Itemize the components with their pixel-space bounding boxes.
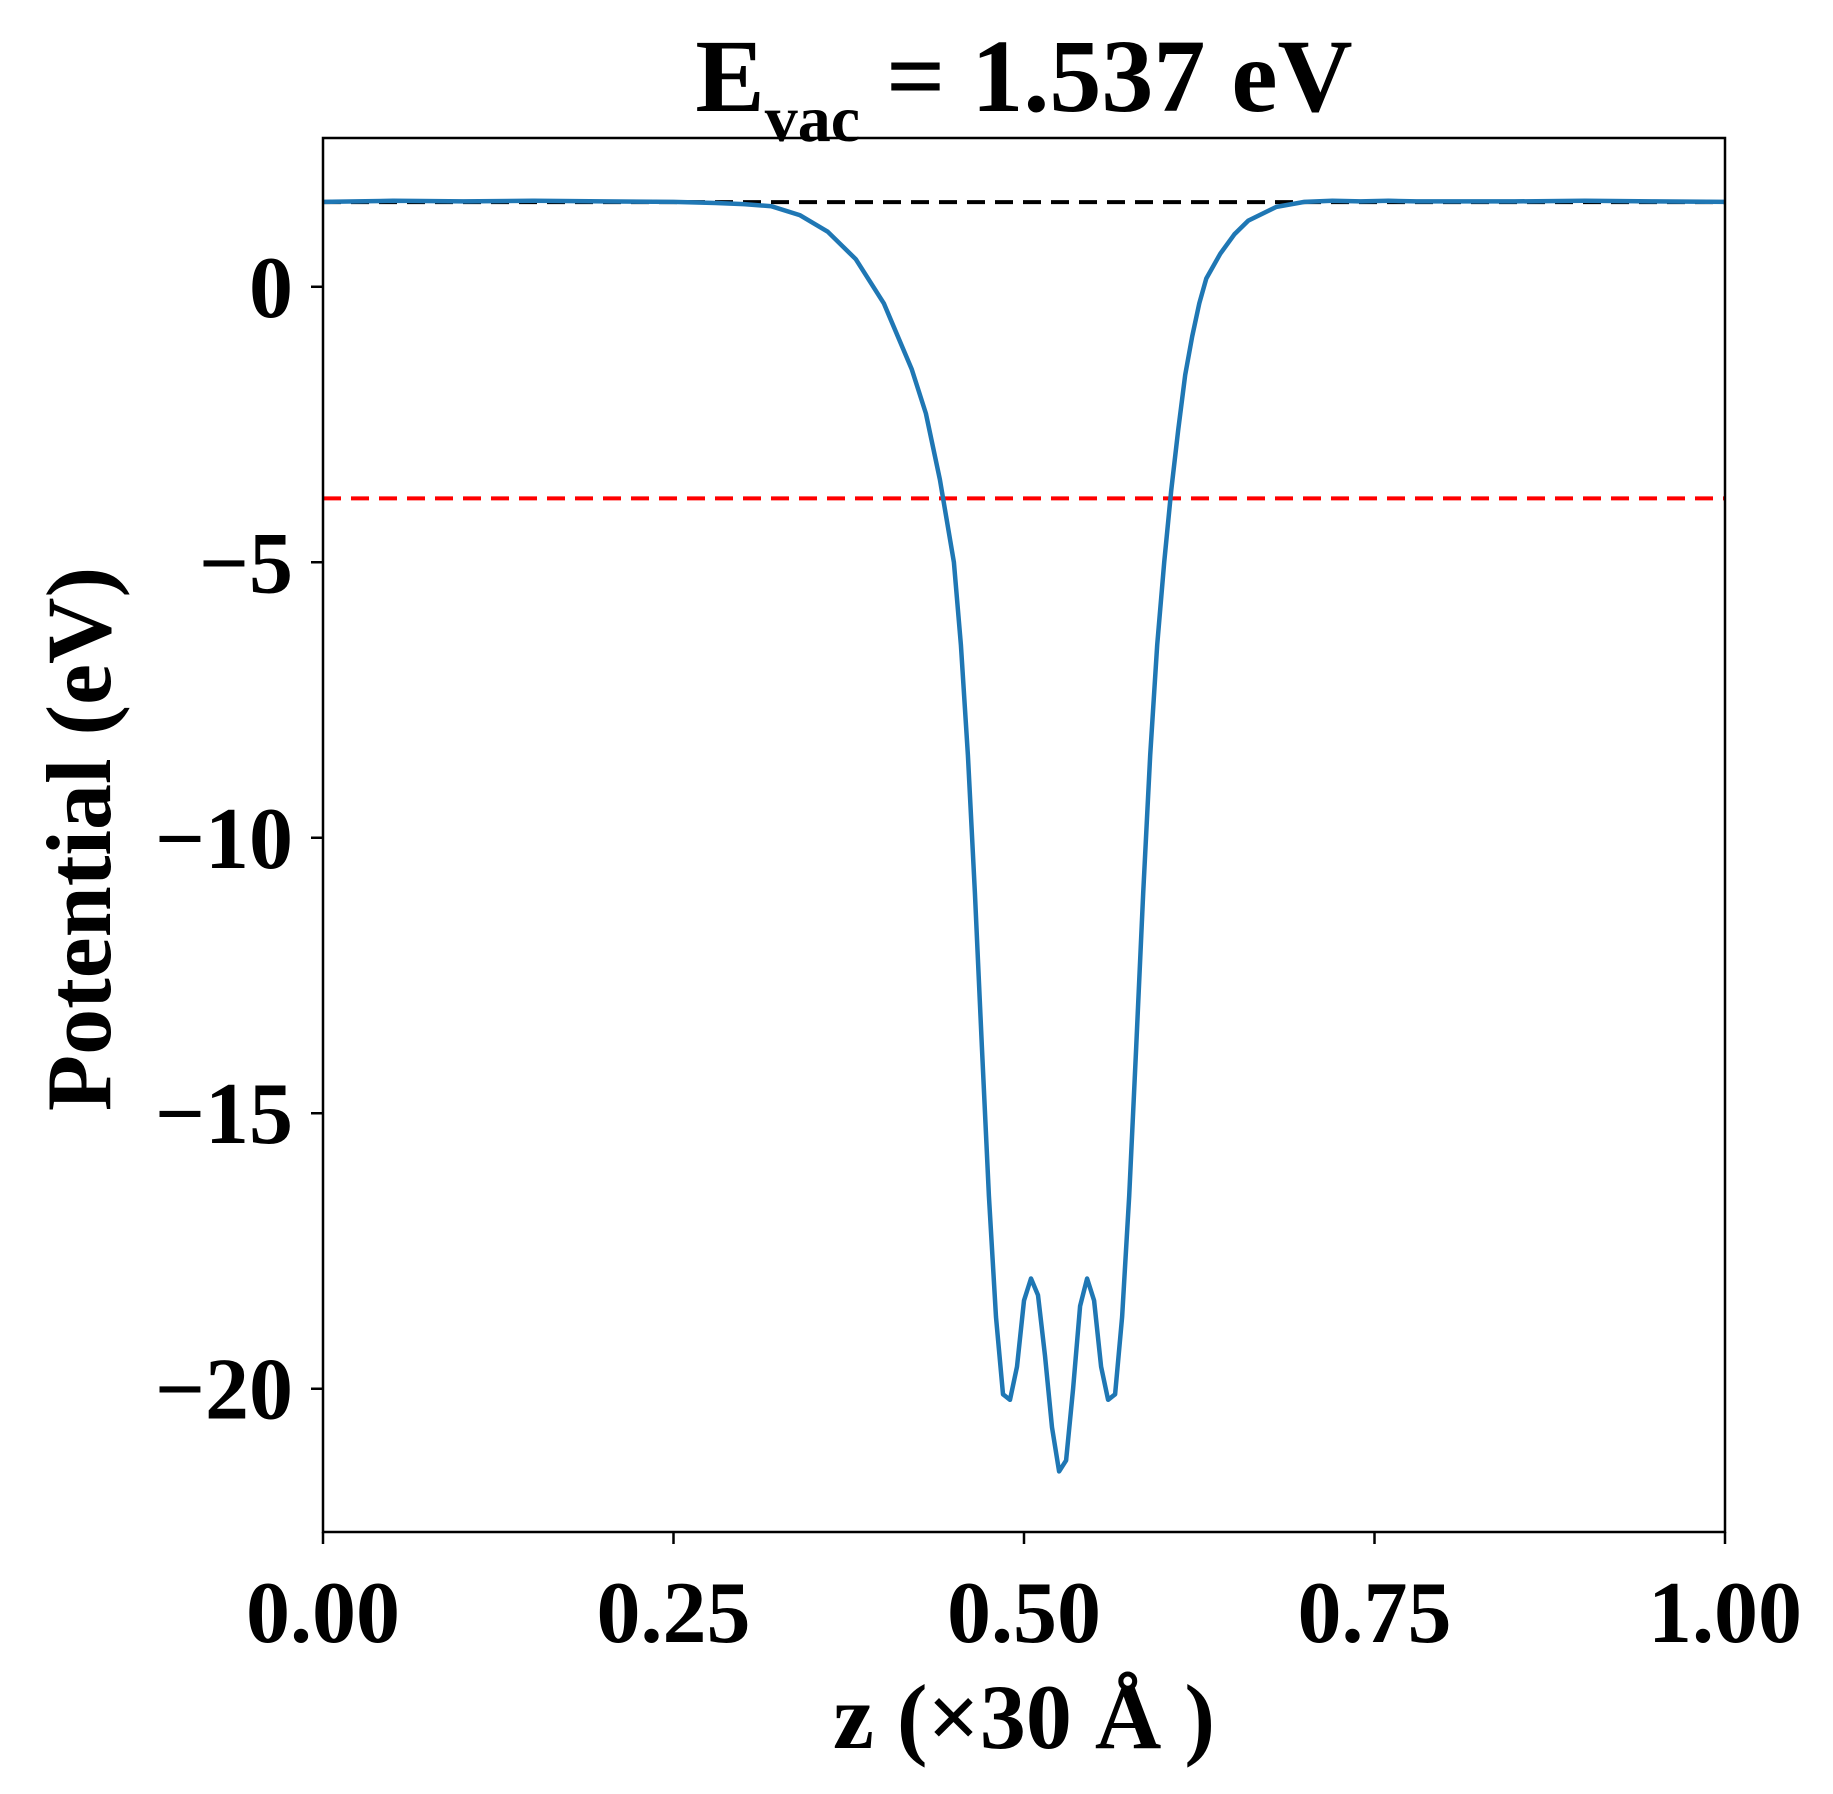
x-tick-label: 0.75 bbox=[1298, 1565, 1452, 1662]
series-line-0 bbox=[323, 198, 1725, 1474]
ticks: 0.00 0.25 0.50 0.75 1.00 0 −5 −10 −15 −20 bbox=[155, 240, 1802, 1662]
y-tick-label: −20 bbox=[155, 1342, 293, 1439]
y-tick-label: −10 bbox=[155, 791, 293, 888]
y-tick-label: −15 bbox=[155, 1066, 293, 1163]
title-rest-text: = 1.537 eV bbox=[860, 19, 1353, 134]
y-tick-label: −5 bbox=[199, 515, 293, 612]
x-tick-label: 0.25 bbox=[597, 1565, 751, 1662]
x-axis-title: z (×30 Å ) bbox=[833, 1666, 1215, 1768]
x-tick-label: 1.00 bbox=[1648, 1565, 1802, 1662]
chart-title: Evac = 1.537 eV bbox=[695, 19, 1352, 156]
title-subscript-text: vac bbox=[765, 83, 860, 156]
axes bbox=[321, 136, 1727, 1534]
plot-inner bbox=[323, 198, 1725, 1474]
x-tick-label: 0.50 bbox=[947, 1565, 1101, 1662]
plot-area bbox=[323, 198, 1725, 1474]
plot-frame bbox=[321, 136, 1727, 1534]
x-tick-label: 0.00 bbox=[246, 1565, 400, 1662]
y-tick-label: 0 bbox=[249, 240, 293, 337]
y-axis-title: Potential (eV) bbox=[28, 567, 130, 1111]
title-main-text: E bbox=[695, 19, 764, 134]
